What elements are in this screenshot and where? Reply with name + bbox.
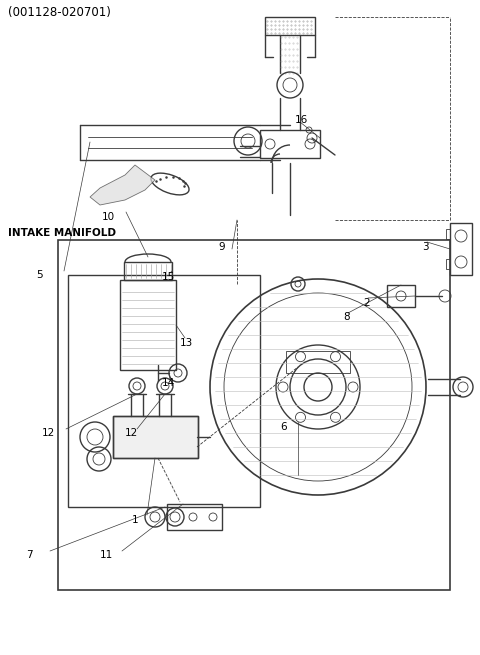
Text: 2: 2 [363,298,370,308]
Text: 14: 14 [162,378,175,388]
Bar [68,275,260,507]
Text: INTAKE MANIFOLD: INTAKE MANIFOLD [8,228,116,238]
Bar [113,416,198,458]
Text: 5: 5 [36,270,43,280]
Text: 8: 8 [343,312,349,322]
Bar [167,504,222,530]
Bar [265,17,315,35]
Text: 9: 9 [218,242,225,252]
Text: 15: 15 [162,272,175,282]
Bar [446,259,450,269]
Text: 10: 10 [102,212,115,222]
Text: 12: 12 [42,428,55,438]
Text: (001128-020701): (001128-020701) [8,6,111,19]
Text: 16: 16 [295,115,308,125]
Text: 11: 11 [100,550,113,560]
Bar [58,240,450,590]
Text: 3: 3 [422,242,429,252]
Text: 13: 13 [180,338,193,348]
Bar [120,280,176,370]
Bar [260,130,320,158]
Bar [286,351,350,373]
Text: 7: 7 [26,550,33,560]
Text: 12: 12 [125,428,138,438]
Text: 1: 1 [132,515,139,525]
Bar [446,229,450,239]
Bar [124,262,172,280]
Bar [450,223,472,275]
Bar [387,285,415,307]
Bar [113,416,198,458]
Text: 6: 6 [280,422,287,432]
Polygon shape [90,165,155,205]
